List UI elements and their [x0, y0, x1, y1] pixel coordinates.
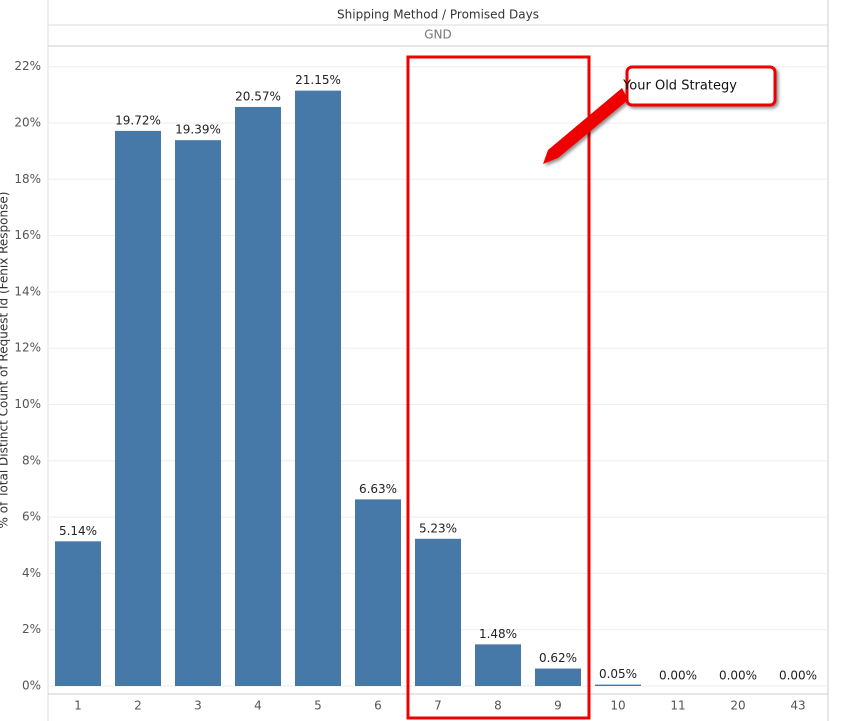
y-tick-label: 14% [14, 284, 41, 298]
x-tick-label: 8 [494, 699, 502, 713]
callout [543, 65, 777, 164]
y-tick-label: 6% [22, 510, 41, 524]
bar [295, 90, 341, 687]
header-group: GND [424, 28, 452, 42]
bar [535, 668, 581, 686]
callout-arrow [543, 88, 628, 164]
bar [595, 684, 641, 686]
x-tick-label: 10 [610, 699, 625, 713]
x-tick-label: 6 [374, 699, 382, 713]
y-tick-label: 18% [14, 172, 41, 186]
callout-box [625, 65, 777, 107]
y-tick-label: 16% [14, 228, 41, 242]
y-tick-label: 12% [14, 341, 41, 355]
value-label: 19.39% [175, 123, 221, 137]
value-label: 19.72% [115, 113, 161, 127]
bar [235, 106, 281, 686]
highlight-box [406, 55, 591, 720]
x-tick-label: 43 [790, 699, 805, 713]
x-tick-label: 4 [254, 699, 262, 713]
y-tick-label: 10% [14, 397, 41, 411]
callout-text: Your Old Strategy [622, 79, 737, 94]
x-tick-label: 2 [134, 699, 142, 713]
y-tick-label: 4% [22, 566, 41, 580]
x-tick-label: 20 [730, 699, 745, 713]
y-tick-label: 2% [22, 622, 41, 636]
y-tick-label: 20% [14, 116, 41, 130]
x-tick-label: 9 [554, 699, 562, 713]
value-label: 6.63% [359, 482, 397, 496]
value-label: 21.15% [295, 73, 341, 87]
header-title: Shipping Method / Promised Days [337, 8, 539, 22]
x-tick-label: 5 [314, 699, 322, 713]
bar [475, 644, 521, 686]
value-label: 0.00% [779, 669, 817, 683]
x-tick-label: 7 [434, 699, 442, 713]
bar [55, 541, 101, 686]
x-tick-label: 3 [194, 699, 202, 713]
value-label: 1.48% [479, 627, 517, 641]
x-tick-label: 11 [670, 699, 685, 713]
value-label: 5.14% [59, 524, 97, 538]
bar [175, 140, 221, 686]
value-label: 5.23% [419, 521, 457, 535]
value-label: 0.62% [539, 651, 577, 665]
value-label: 0.00% [719, 669, 757, 683]
y-tick-label: 22% [14, 59, 41, 73]
y-tick-label: 0% [22, 679, 41, 693]
x-tick-label: 1 [74, 699, 82, 713]
bar [415, 538, 461, 686]
bar [355, 499, 401, 686]
value-label: 0.00% [659, 669, 697, 683]
value-label: 20.57% [235, 89, 281, 103]
y-tick-label: 8% [22, 453, 41, 467]
plot: 0% 2% 4% 6% 8% 10% 12% 14% 16% 18% 20% 22% 1 5.14% 2 19… [14, 59, 828, 713]
value-label: 0.05% [599, 667, 637, 681]
y-axis-title: % of Total Distinct Count of Request Id … [0, 192, 11, 529]
bar [115, 130, 161, 686]
